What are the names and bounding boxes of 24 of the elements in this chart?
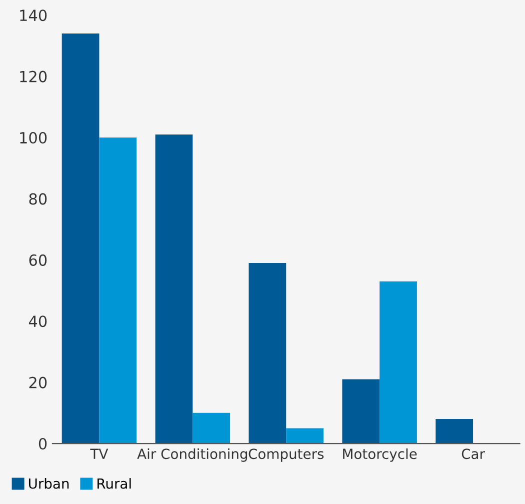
x-tick-label: Air Conditioning <box>137 448 248 462</box>
bar <box>155 134 193 444</box>
x-tick-label: Motorcycle <box>343 448 417 462</box>
y-tick-label: 120 <box>20 70 47 82</box>
y-tick-label: 140 <box>20 10 47 22</box>
x-tick-label: Car <box>462 448 485 460</box>
bar <box>62 33 100 444</box>
y-tick-label: 40 <box>28 316 47 328</box>
bar <box>436 419 474 444</box>
y-tick-label: 60 <box>29 254 47 266</box>
bar <box>286 428 324 444</box>
bar <box>342 379 380 444</box>
legend-label: Urban <box>28 478 69 489</box>
bar <box>192 412 230 444</box>
y-tick-label: 0 <box>38 438 47 450</box>
bar <box>380 281 417 444</box>
legend-label: Rural <box>98 478 131 489</box>
y-tick-label: 20 <box>29 376 47 388</box>
y-tick-label: 80 <box>29 193 47 205</box>
x-tick-label: TV <box>90 448 108 459</box>
x-tick-label: Computers <box>248 448 324 462</box>
bar <box>248 262 286 444</box>
bar <box>99 138 137 444</box>
y-tick-label: 100 <box>20 132 47 144</box>
